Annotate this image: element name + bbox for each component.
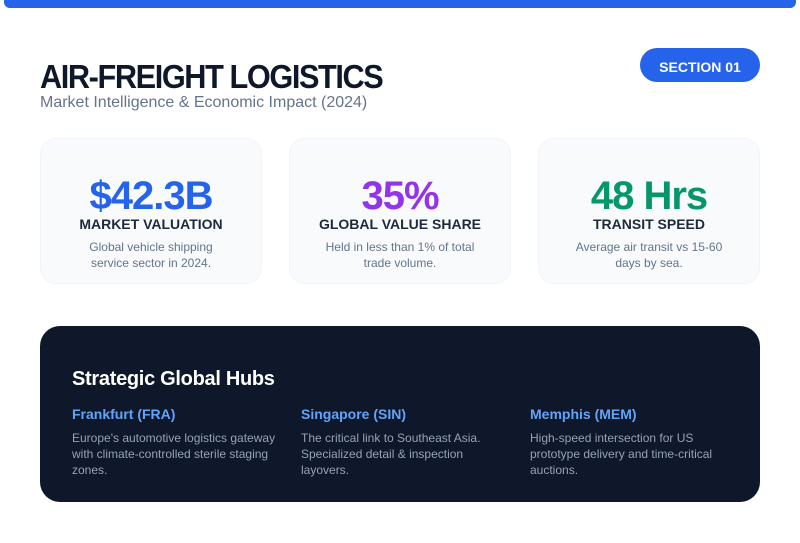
hub-memphis: Memphis (MEM) High-speed intersection fo…: [530, 406, 740, 478]
stat-label: MARKET VALUATION: [79, 216, 223, 232]
page-title: AIR-FREIGHT LOGISTICS: [40, 58, 384, 95]
stat-label: GLOBAL VALUE SHARE: [318, 216, 482, 232]
stat-card-global-value-share: 35% GLOBAL VALUE SHARE Held in less than…: [289, 138, 511, 284]
page-subtitle: Market Intelligence & Economic Impact (2…: [40, 94, 368, 111]
stat-description: Global vehicle shipping service sector i…: [89, 240, 213, 270]
stat-description: Held in less than 1% of total trade volu…: [325, 240, 475, 270]
stat-card-market-valuation: $42.3B MARKET VALUATION Global vehicle s…: [40, 138, 262, 284]
hub-singapore: Singapore (SIN) The critical link to Sou…: [301, 406, 511, 478]
stat-label: TRANSIT SPEED: [592, 216, 705, 232]
hub-description: Europe's automotive logistics gateway wi…: [72, 431, 276, 477]
hub-name: Frankfurt (FRA): [72, 406, 176, 422]
hub-name: Singapore (SIN): [301, 406, 407, 422]
stat-card-transit-speed: 48 Hrs TRANSIT SPEED Average air transit…: [538, 138, 760, 284]
hub-description: High-speed intersection for US prototype…: [530, 431, 713, 477]
hubs-title: Strategic Global Hubs: [72, 368, 275, 390]
section-badge: SECTION 01: [640, 48, 760, 82]
hubs-panel: Strategic Global Hubs Frankfurt (FRA) Eu…: [40, 326, 760, 502]
top-accent-bar: [4, 0, 796, 8]
stat-description: Average air transit vs 15-60 days by sea…: [575, 240, 723, 270]
stat-value: 48 Hrs: [590, 174, 708, 218]
stat-value: $42.3B: [89, 174, 214, 218]
hub-name: Memphis (MEM): [530, 406, 637, 422]
hub-frankfurt: Frankfurt (FRA) Europe's automotive logi…: [72, 406, 282, 478]
hub-description: The critical link to Southeast Asia. Spe…: [301, 431, 481, 477]
stat-value: 35%: [361, 174, 439, 218]
